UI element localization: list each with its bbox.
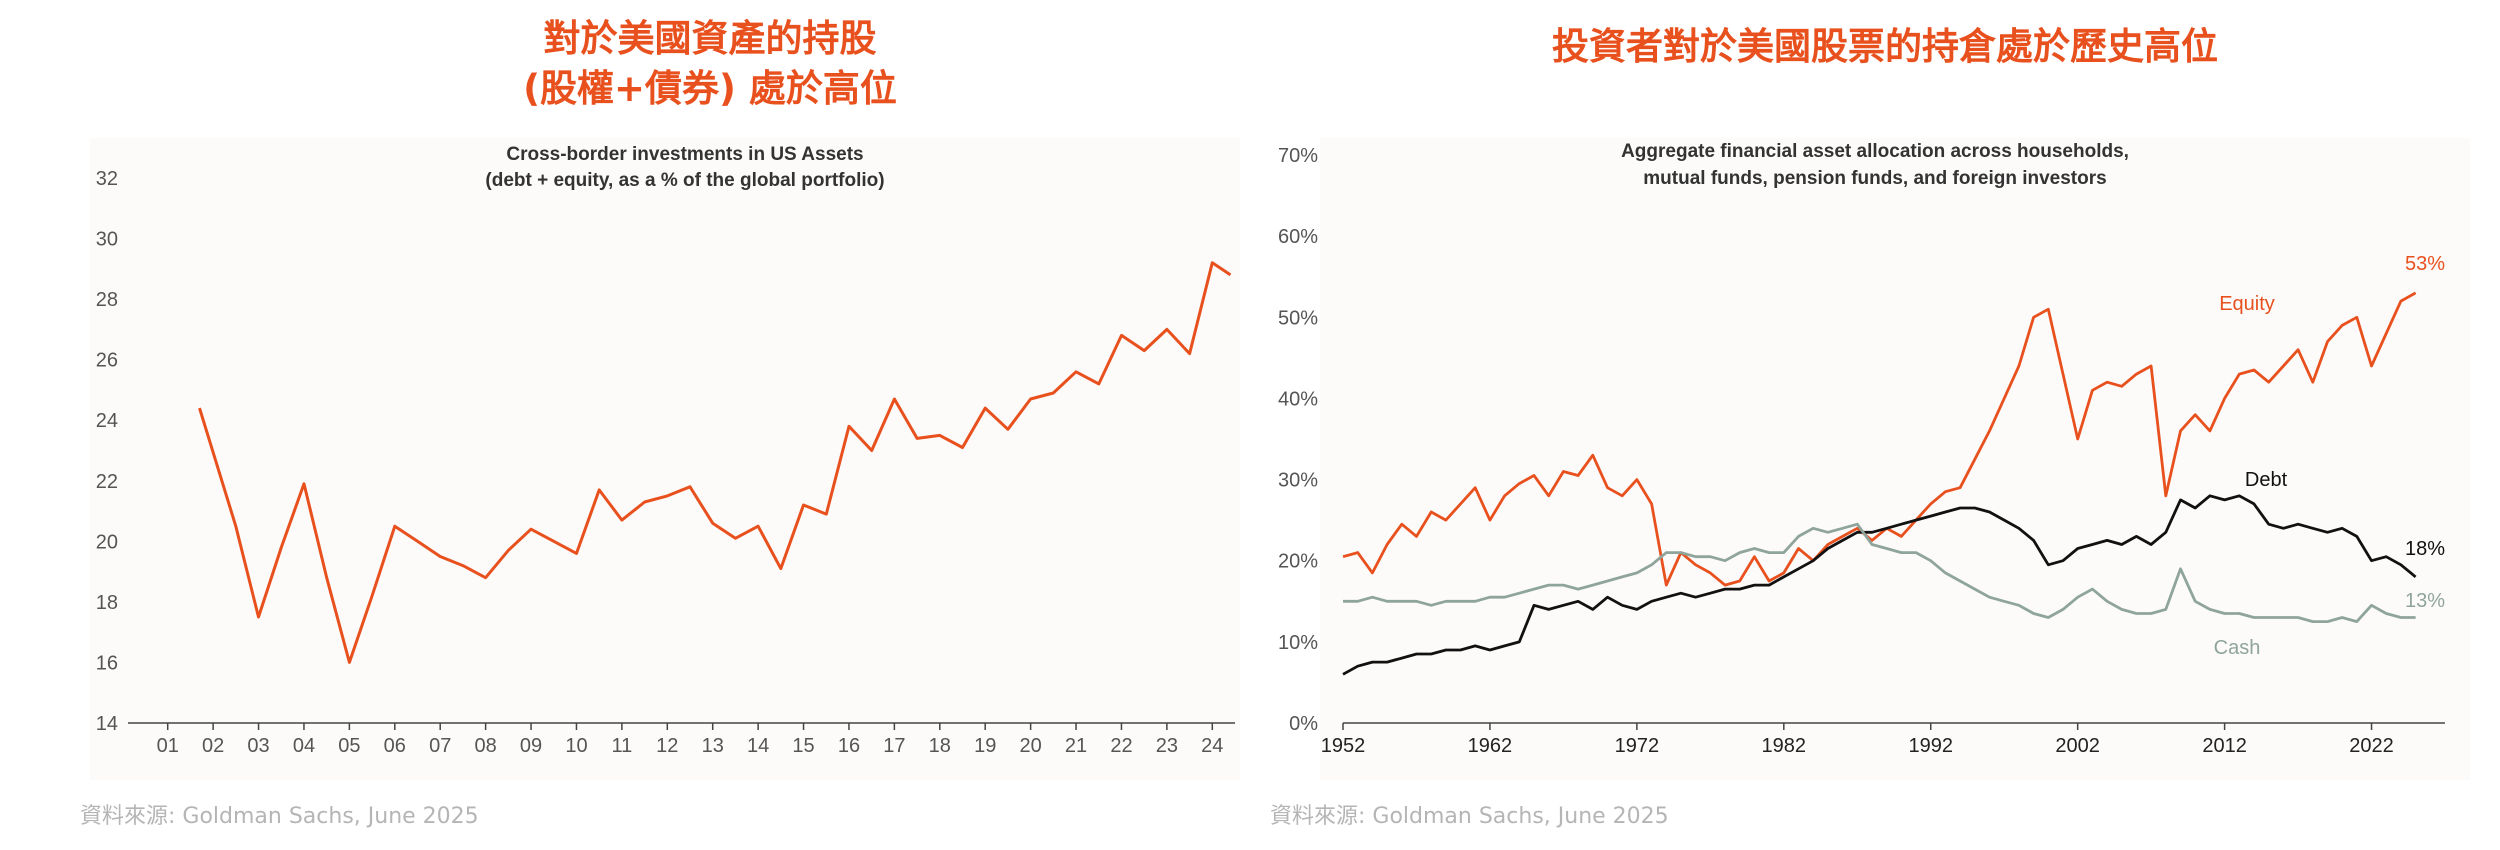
x-tick-label: 11 bbox=[611, 735, 632, 757]
y-tick-label: 0% bbox=[1289, 713, 1318, 735]
x-tick-label: 1982 bbox=[1762, 735, 1807, 757]
series-label-debt: Debt bbox=[2245, 469, 2288, 491]
left-chart: Cross-border investments in US Assets (de… bbox=[96, 144, 1235, 757]
chart-title: Cross-border investments in US Assets bbox=[506, 144, 863, 165]
end-label-equity: 53% bbox=[2405, 253, 2445, 275]
y-tick-label: 32 bbox=[96, 168, 118, 190]
y-tick-label: 26 bbox=[96, 350, 118, 372]
x-tick-label: 04 bbox=[293, 735, 315, 757]
x-tick-label: 2002 bbox=[2055, 735, 2100, 757]
x-tick-label: 08 bbox=[475, 735, 497, 757]
x-tick-label: 14 bbox=[747, 735, 769, 757]
x-tick-label: 07 bbox=[429, 735, 451, 757]
y-tick-label: 30 bbox=[96, 229, 118, 251]
y-tick-label: 70% bbox=[1278, 145, 1318, 167]
left-chart-panel bbox=[90, 138, 1240, 780]
y-tick-label: 16 bbox=[96, 652, 118, 674]
y-tick-label: 60% bbox=[1278, 226, 1318, 248]
left-heading-line2: (股權+債券) 處於高位 bbox=[523, 67, 897, 110]
chart-title: Aggregate financial asset allocation acr… bbox=[1621, 141, 2129, 162]
x-tick-label: 21 bbox=[1065, 735, 1087, 757]
x-tick-label: 23 bbox=[1156, 735, 1178, 757]
x-tick-label: 2012 bbox=[2202, 735, 2247, 757]
series-line-equity bbox=[1342, 291, 2417, 587]
left-heading: 對於美國資產的持股 (股權+債券) 處於高位 bbox=[400, 14, 1020, 114]
y-tick-label: 20% bbox=[1278, 551, 1318, 573]
left-source: 資料來源: Goldman Sachs, June 2025 bbox=[80, 804, 479, 829]
right-chart-panel bbox=[1320, 138, 2470, 780]
y-tick-label: 20 bbox=[96, 531, 118, 553]
y-tick-label: 30% bbox=[1278, 470, 1318, 492]
chart-subtitle: (debt + equity, as a % of the global por… bbox=[485, 170, 884, 191]
x-tick-label: 17 bbox=[883, 735, 905, 757]
x-tick-label: 05 bbox=[338, 735, 360, 757]
x-tick-label: 01 bbox=[157, 735, 179, 757]
x-tick-label: 22 bbox=[1110, 735, 1132, 757]
x-tick-label: 16 bbox=[838, 735, 860, 757]
x-tick-label: 02 bbox=[202, 735, 224, 757]
end-label-cash: 13% bbox=[2405, 590, 2445, 612]
end-label-debt: 18% bbox=[2405, 538, 2445, 560]
y-tick-label: 50% bbox=[1278, 307, 1318, 329]
left-heading-line1: 對於美國資產的持股 bbox=[543, 17, 877, 60]
y-tick-label: 22 bbox=[96, 471, 118, 493]
x-tick-label: 18 bbox=[929, 735, 951, 757]
y-tick-label: 28 bbox=[96, 289, 118, 311]
y-tick-label: 40% bbox=[1278, 388, 1318, 410]
x-tick-label: 1952 bbox=[1321, 735, 1366, 757]
x-tick-label: 19 bbox=[974, 735, 996, 757]
chart-subtitle: mutual funds, pension funds, and foreign… bbox=[1643, 168, 2106, 189]
x-tick-label: 15 bbox=[792, 735, 814, 757]
x-tick-label: 1992 bbox=[1908, 735, 1953, 757]
series-label-equity: Equity bbox=[2219, 293, 2275, 315]
y-tick-label: 18 bbox=[96, 592, 118, 614]
series-label-cash: Cash bbox=[2214, 637, 2261, 659]
x-tick-label: 03 bbox=[247, 735, 269, 757]
x-tick-label: 20 bbox=[1020, 735, 1042, 757]
x-tick-label: 06 bbox=[384, 735, 406, 757]
series-line-cash bbox=[1343, 522, 2416, 623]
x-tick-label: 2022 bbox=[2349, 735, 2394, 757]
x-tick-label: 12 bbox=[656, 735, 678, 757]
x-tick-label: 09 bbox=[520, 735, 542, 757]
x-tick-label: 24 bbox=[1201, 735, 1223, 757]
y-tick-label: 10% bbox=[1278, 632, 1318, 654]
x-tick-label: 10 bbox=[565, 735, 587, 757]
x-tick-label: 1972 bbox=[1615, 735, 1660, 757]
right-heading: 投資者對於美國股票的持倉處於歷史高位 bbox=[1552, 25, 2218, 68]
y-tick-label: 24 bbox=[96, 410, 118, 432]
right-source: 資料來源: Goldman Sachs, June 2025 bbox=[1270, 804, 1669, 829]
x-tick-label: 1962 bbox=[1468, 735, 1513, 757]
y-tick-label: 14 bbox=[96, 713, 118, 735]
series-line bbox=[198, 261, 1232, 664]
x-tick-label: 13 bbox=[702, 735, 724, 757]
series-line-debt bbox=[1342, 494, 2417, 676]
